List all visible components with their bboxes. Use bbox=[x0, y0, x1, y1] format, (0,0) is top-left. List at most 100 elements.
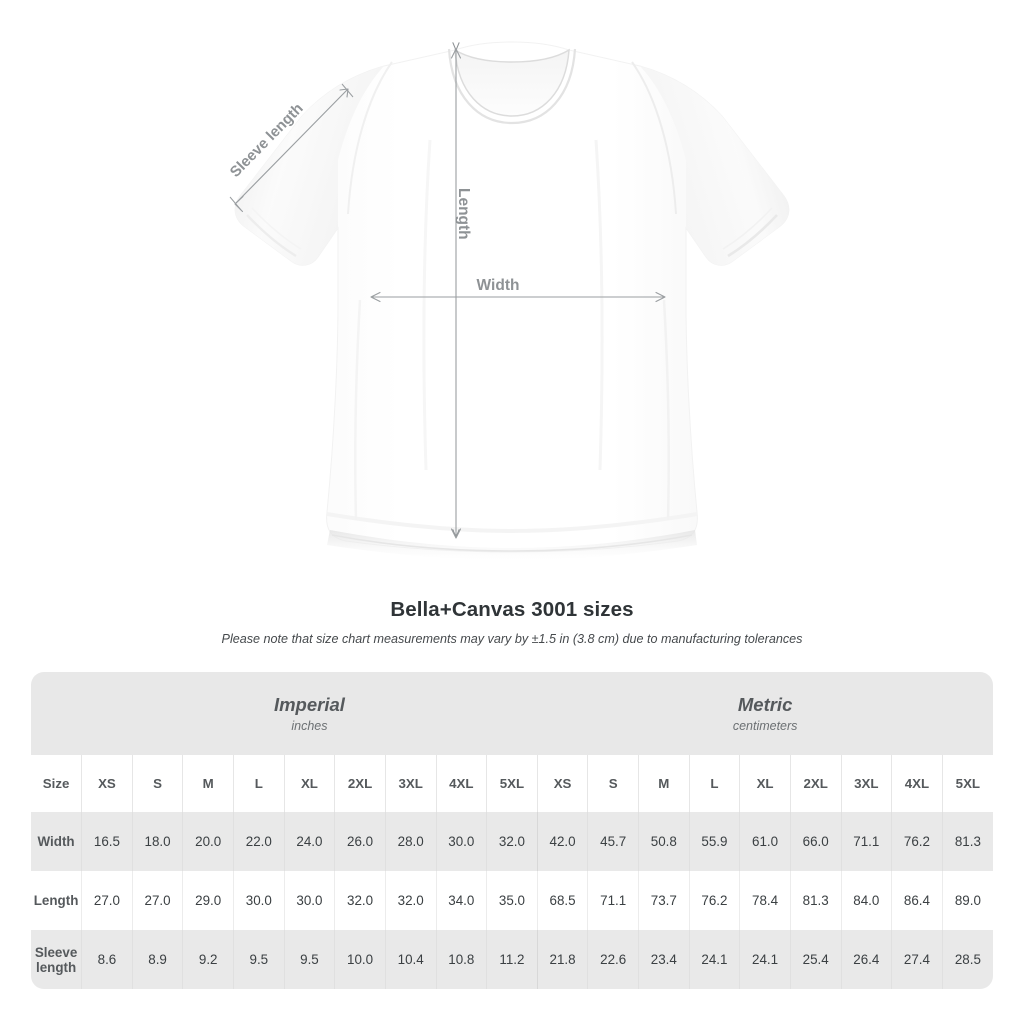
cell-width-imperial-m: 20.0 bbox=[182, 812, 234, 871]
cell-sleeve-imperial-xs: 8.6 bbox=[81, 930, 133, 989]
cell-width-metric-s: 45.7 bbox=[587, 812, 639, 871]
cell-sleeve-metric-4xl: 27.4 bbox=[891, 930, 943, 989]
cell-sleeve-metric-xs: 21.8 bbox=[536, 930, 588, 989]
group-header-metric: Metric centimeters bbox=[537, 672, 993, 755]
size-header-imperial-s: S bbox=[131, 755, 183, 812]
length-dimension-arrow bbox=[450, 49, 462, 539]
size-header-imperial-5xl: 5XL bbox=[486, 755, 538, 812]
cell-width-metric-l: 55.9 bbox=[688, 812, 740, 871]
size-header-metric-s: S bbox=[587, 755, 639, 812]
cell-sleeve-imperial-2xl: 10.0 bbox=[334, 930, 386, 989]
group-title-metric: Metric bbox=[737, 693, 793, 715]
size-header-metric-xs: XS bbox=[536, 755, 588, 812]
group-subtitle-imperial: inches bbox=[291, 718, 328, 733]
cell-width-imperial-l: 22.0 bbox=[233, 812, 285, 871]
size-header-imperial-4xl: 4XL bbox=[435, 755, 487, 812]
group-header-spacer bbox=[31, 672, 82, 755]
size-header-metric-m: M bbox=[638, 755, 690, 812]
cell-width-metric-m: 50.8 bbox=[638, 812, 690, 871]
cell-sleeve-metric-2xl: 25.4 bbox=[789, 930, 841, 989]
size-header-metric-5xl: 5XL bbox=[941, 755, 993, 812]
cell-sleeve-imperial-5xl: 11.2 bbox=[486, 930, 538, 989]
column-header-size: Size bbox=[31, 755, 82, 812]
cell-length-metric-l: 76.2 bbox=[688, 871, 740, 930]
table-row: Sleeve length 8.6 8.9 9.2 9.5 9.5 10.0 1… bbox=[31, 930, 993, 989]
cell-length-imperial-l: 30.0 bbox=[233, 871, 285, 930]
cell-sleeve-metric-s: 22.6 bbox=[587, 930, 639, 989]
size-chart-table: Imperial inches Metric centimeters Size … bbox=[31, 672, 993, 989]
cell-sleeve-imperial-s: 8.9 bbox=[131, 930, 183, 989]
size-header-imperial-m: M bbox=[182, 755, 234, 812]
cell-width-metric-5xl: 81.3 bbox=[941, 812, 993, 871]
cell-length-metric-5xl: 89.0 bbox=[941, 871, 993, 930]
size-chart-table-wrapper: Imperial inches Metric centimeters Size … bbox=[31, 672, 993, 989]
table-row: Width 16.5 18.0 20.0 22.0 24.0 26.0 28.0… bbox=[31, 812, 993, 871]
cell-sleeve-metric-3xl: 26.4 bbox=[840, 930, 892, 989]
cell-width-imperial-s: 18.0 bbox=[131, 812, 183, 871]
tshirt-measurement-diagram: Length Width Sleeve length bbox=[227, 41, 790, 560]
group-header-imperial: Imperial inches bbox=[81, 672, 538, 755]
table-row: Length 27.0 27.0 29.0 30.0 30.0 32.0 32.… bbox=[31, 871, 993, 930]
cell-width-imperial-2xl: 26.0 bbox=[334, 812, 386, 871]
cell-length-imperial-3xl: 32.0 bbox=[384, 871, 436, 930]
length-label: Length bbox=[455, 188, 472, 240]
cell-sleeve-imperial-4xl: 10.8 bbox=[435, 930, 487, 989]
cell-sleeve-imperial-xl: 9.5 bbox=[283, 930, 335, 989]
cell-sleeve-imperial-l: 9.5 bbox=[233, 930, 285, 989]
size-header-row: Size XS S M L XL 2XL 3XL 4XL 5XL XS S M … bbox=[31, 755, 993, 812]
cell-width-metric-4xl: 76.2 bbox=[891, 812, 943, 871]
cell-length-imperial-4xl: 34.0 bbox=[435, 871, 487, 930]
cell-length-imperial-5xl: 35.0 bbox=[486, 871, 538, 930]
cell-width-imperial-xl: 24.0 bbox=[283, 812, 335, 871]
cell-sleeve-metric-l: 24.1 bbox=[688, 930, 740, 989]
cell-length-imperial-xs: 27.0 bbox=[81, 871, 133, 930]
cell-length-metric-4xl: 86.4 bbox=[891, 871, 943, 930]
size-header-metric-2xl: 2XL bbox=[789, 755, 841, 812]
size-header-imperial-xs: XS bbox=[81, 755, 133, 812]
cell-width-metric-3xl: 71.1 bbox=[840, 812, 892, 871]
cell-length-metric-3xl: 84.0 bbox=[840, 871, 892, 930]
cell-sleeve-metric-5xl: 28.5 bbox=[941, 930, 993, 989]
row-label-sleeve-length: Sleeve length bbox=[31, 930, 82, 989]
cell-width-metric-xl: 61.0 bbox=[739, 812, 791, 871]
size-header-imperial-3xl: 3XL bbox=[384, 755, 436, 812]
group-title-imperial: Imperial bbox=[273, 693, 345, 715]
size-header-metric-3xl: 3XL bbox=[840, 755, 892, 812]
width-label: Width bbox=[477, 277, 520, 294]
size-header-imperial-l: L bbox=[233, 755, 285, 812]
title-block: Bella+Canvas 3001 sizes Please note that… bbox=[0, 598, 1024, 647]
cell-width-imperial-3xl: 28.0 bbox=[384, 812, 436, 871]
cell-width-imperial-5xl: 32.0 bbox=[486, 812, 538, 871]
cell-length-metric-2xl: 81.3 bbox=[789, 871, 841, 930]
cell-length-imperial-2xl: 32.0 bbox=[334, 871, 386, 930]
cell-sleeve-imperial-3xl: 10.4 bbox=[384, 930, 436, 989]
cell-width-metric-2xl: 66.0 bbox=[789, 812, 841, 871]
cell-length-metric-xs: 68.5 bbox=[536, 871, 588, 930]
size-header-imperial-2xl: 2XL bbox=[334, 755, 386, 812]
cell-sleeve-metric-m: 23.4 bbox=[638, 930, 690, 989]
cell-length-imperial-s: 27.0 bbox=[131, 871, 183, 930]
cell-length-metric-xl: 78.4 bbox=[739, 871, 791, 930]
sleeve-length-dimension-arrow bbox=[229, 83, 354, 213]
row-label-length: Length bbox=[31, 871, 82, 930]
page-title: Bella+Canvas 3001 sizes bbox=[390, 598, 634, 621]
size-header-metric-l: L bbox=[688, 755, 740, 812]
group-subtitle-metric: centimeters bbox=[732, 718, 798, 733]
cell-length-metric-s: 71.1 bbox=[587, 871, 639, 930]
size-header-metric-xl: XL bbox=[739, 755, 791, 812]
unit-group-header-row: Imperial inches Metric centimeters bbox=[31, 672, 993, 755]
cell-length-metric-m: 73.7 bbox=[638, 871, 690, 930]
row-label-width: Width bbox=[31, 812, 82, 871]
cell-width-imperial-4xl: 30.0 bbox=[435, 812, 487, 871]
size-header-metric-4xl: 4XL bbox=[891, 755, 943, 812]
size-header-imperial-xl: XL bbox=[283, 755, 335, 812]
cell-length-imperial-m: 29.0 bbox=[182, 871, 234, 930]
cell-length-imperial-xl: 30.0 bbox=[283, 871, 335, 930]
cell-width-imperial-xs: 16.5 bbox=[81, 812, 133, 871]
width-dimension-arrow bbox=[370, 291, 666, 303]
cell-width-metric-xs: 42.0 bbox=[536, 812, 588, 871]
cell-sleeve-imperial-m: 9.2 bbox=[182, 930, 234, 989]
tolerance-note: Please note that size chart measurements… bbox=[221, 631, 803, 646]
cell-sleeve-metric-xl: 24.1 bbox=[739, 930, 791, 989]
